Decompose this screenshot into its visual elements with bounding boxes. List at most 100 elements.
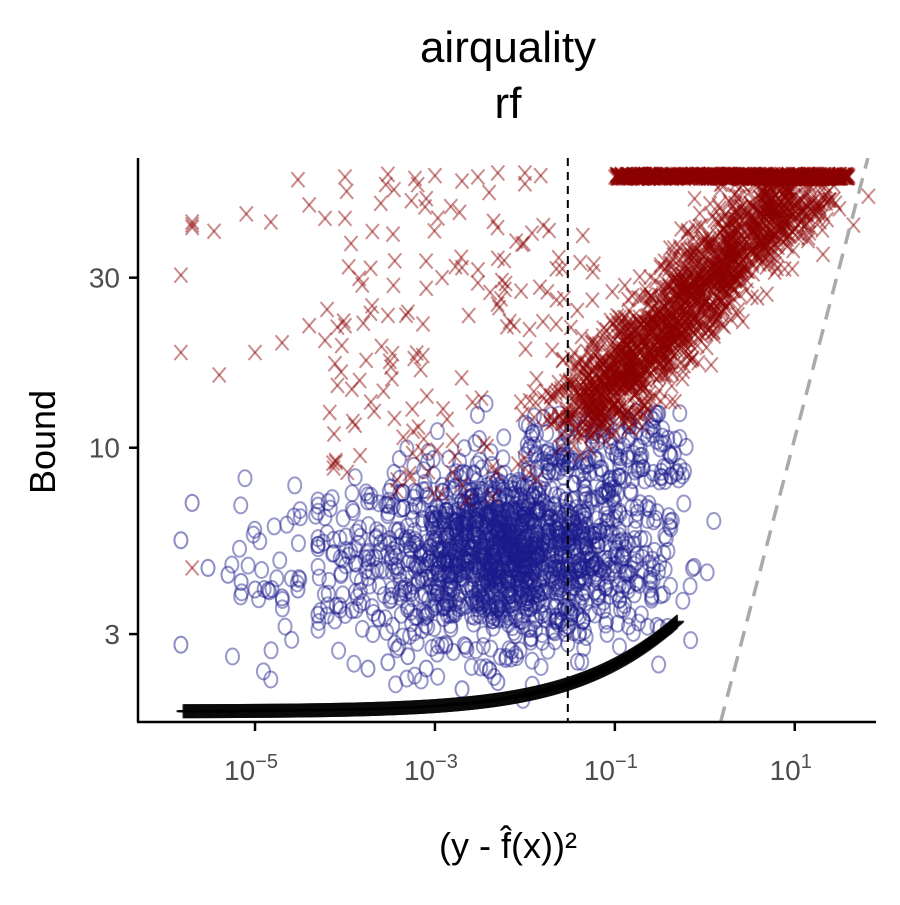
point-o — [497, 429, 510, 445]
point-x — [303, 197, 316, 212]
point-o — [332, 643, 345, 659]
point-o — [285, 632, 298, 648]
point-x — [374, 196, 387, 211]
point-o — [226, 648, 239, 664]
point-o — [657, 546, 670, 562]
point-o — [249, 582, 262, 598]
point-x — [688, 191, 701, 206]
point-o — [362, 517, 375, 533]
point-x — [186, 217, 199, 232]
point-x — [705, 357, 718, 372]
point-x — [328, 426, 341, 441]
point-o — [255, 562, 268, 578]
point-o — [233, 541, 246, 557]
point-x — [500, 319, 513, 334]
point-x — [576, 228, 589, 243]
point-o — [707, 513, 720, 529]
chart-title: airquality — [420, 23, 596, 72]
point-o — [684, 632, 697, 648]
point-x — [388, 253, 401, 268]
point-o — [465, 659, 478, 675]
point-x — [519, 342, 532, 357]
point-o — [265, 642, 278, 658]
point-x — [862, 189, 875, 204]
point-o — [201, 560, 214, 576]
point-o — [456, 681, 469, 697]
point-o — [186, 495, 199, 511]
point-o — [701, 564, 714, 580]
point-x — [564, 320, 577, 335]
point-x — [408, 171, 421, 186]
point-o — [273, 552, 286, 568]
point-x — [546, 343, 559, 358]
point-x — [428, 168, 441, 183]
point-o — [268, 518, 281, 534]
point-x — [518, 166, 531, 181]
point-o — [361, 661, 374, 677]
point-x — [321, 302, 334, 317]
point-x — [344, 236, 357, 251]
point-x — [338, 170, 351, 185]
point-x — [515, 284, 528, 299]
point-x — [174, 345, 187, 360]
point-o — [684, 578, 697, 594]
point-x — [291, 172, 304, 187]
point-x — [530, 371, 543, 386]
point-x — [323, 405, 336, 420]
point-x — [406, 402, 419, 417]
point-o — [677, 495, 690, 511]
point-o — [411, 724, 424, 740]
point-x — [364, 261, 377, 276]
point-x — [249, 345, 262, 360]
point-o — [401, 648, 414, 664]
point-x — [693, 206, 706, 221]
point-x — [276, 335, 289, 350]
point-o — [238, 470, 251, 486]
point-o — [174, 532, 187, 548]
plot-area — [174, 158, 874, 757]
point-x — [420, 254, 433, 269]
point-x — [405, 193, 418, 208]
point-x — [760, 287, 773, 302]
point-x — [653, 383, 666, 398]
point-o — [221, 567, 234, 583]
point-o — [381, 654, 394, 670]
point-x — [586, 293, 599, 308]
point-o — [242, 558, 255, 574]
point-o — [174, 637, 187, 653]
point-o — [676, 593, 689, 609]
point-x — [537, 218, 550, 233]
point-x — [471, 170, 484, 185]
point-x — [387, 278, 400, 293]
point-x — [356, 278, 369, 293]
point-x — [345, 382, 358, 397]
point-x — [550, 317, 563, 332]
point-x — [417, 316, 430, 331]
point-x — [340, 184, 353, 199]
point-x — [471, 262, 484, 277]
point-o — [641, 619, 654, 635]
point-o — [225, 557, 238, 573]
point-x — [303, 318, 316, 333]
point-x — [319, 211, 332, 226]
point-x — [360, 353, 373, 368]
point-x — [186, 560, 199, 575]
point-x — [342, 259, 355, 274]
point-x — [523, 322, 536, 337]
point-x — [503, 314, 516, 329]
point-x — [550, 261, 563, 276]
point-x — [491, 220, 504, 235]
point-x — [387, 227, 400, 242]
point-x — [174, 268, 187, 283]
point-x — [366, 224, 379, 239]
point-x — [338, 211, 351, 226]
point-x — [526, 226, 539, 241]
point-x — [354, 448, 367, 463]
point-x — [491, 166, 504, 181]
point-o — [336, 586, 349, 602]
point-x — [420, 389, 433, 404]
point-x — [335, 338, 348, 353]
point-o — [652, 657, 665, 673]
